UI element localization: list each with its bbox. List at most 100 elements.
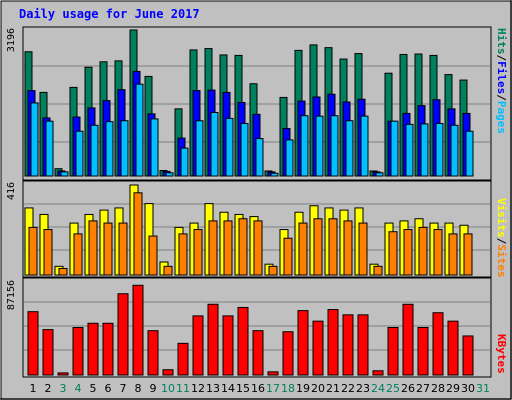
bar-pages-4: [75, 130, 84, 177]
legend-kbytes: KBytes: [495, 334, 508, 374]
day-label-7: 7: [119, 382, 127, 395]
bar-pages-23: [360, 115, 369, 177]
legend-files: Files: [495, 61, 508, 95]
day-label-17: 17: [266, 382, 280, 395]
bar-sites-23: [358, 222, 368, 276]
day-label-21: 21: [326, 382, 340, 395]
bar-kbytes-28: [432, 312, 444, 376]
bar-pages-22: [345, 120, 354, 177]
bar-kbytes-14: [222, 315, 234, 376]
bar-kbytes-10: [162, 369, 174, 376]
bar-kbytes-9: [147, 330, 159, 376]
chart-bars: [24, 29, 474, 376]
legend-hits: Hits: [495, 28, 508, 55]
bar-pages-20: [315, 115, 324, 177]
bar-pages-8: [135, 83, 144, 177]
bar-sites-7: [118, 222, 128, 276]
bar-kbytes-22: [342, 314, 354, 376]
y-max-label-visits: 416: [6, 182, 17, 201]
bar-kbytes-19: [297, 310, 309, 376]
bar-pages-26: [405, 123, 414, 177]
bar-pages-24: [375, 172, 384, 177]
bar-pages-7: [120, 120, 129, 177]
day-label-4: 4: [74, 382, 82, 395]
bar-sites-9: [148, 235, 158, 276]
bar-sites-20: [313, 218, 323, 276]
bar-pages-5: [90, 124, 99, 177]
day-label-23: 23: [356, 382, 370, 395]
bar-kbytes-23: [357, 314, 369, 376]
day-label-28: 28: [431, 382, 445, 395]
bar-pages-17: [270, 172, 279, 177]
bar-sites-25: [388, 231, 398, 276]
bar-sites-16: [253, 220, 263, 276]
bar-kbytes-27: [417, 326, 429, 376]
day-label-18: 18: [281, 382, 295, 395]
bar-kbytes-3: [57, 372, 69, 376]
bar-pages-27: [420, 123, 429, 177]
bar-pages-12: [195, 120, 204, 177]
bar-kbytes-1: [27, 311, 39, 376]
bar-kbytes-7: [117, 293, 129, 376]
day-label-1: 1: [29, 382, 37, 395]
day-label-3: 3: [59, 382, 67, 395]
bar-kbytes-6: [102, 322, 114, 376]
bar-sites-3: [58, 268, 68, 276]
bar-sites-2: [43, 229, 53, 276]
bar-sites-27: [418, 226, 428, 276]
bar-kbytes-4: [72, 326, 84, 376]
bar-kbytes-20: [312, 320, 324, 376]
bar-sites-24: [373, 265, 383, 276]
day-label-8: 8: [134, 382, 142, 395]
bar-sites-8: [133, 192, 143, 276]
bar-sites-19: [298, 222, 308, 276]
bar-sites-6: [103, 222, 113, 276]
bar-kbytes-8: [132, 284, 144, 376]
bar-pages-9: [150, 118, 159, 177]
bar-pages-3: [60, 171, 69, 177]
day-label-30: 30: [461, 382, 475, 395]
day-label-22: 22: [341, 382, 355, 395]
bar-pages-6: [105, 121, 114, 177]
bar-pages-28: [435, 122, 444, 177]
day-label-15: 15: [236, 382, 250, 395]
bar-pages-19: [300, 115, 309, 177]
bar-sites-22: [343, 220, 353, 276]
bar-kbytes-11: [177, 342, 189, 376]
bar-kbytes-30: [462, 335, 474, 376]
bar-kbytes-5: [87, 322, 99, 376]
day-label-11: 11: [176, 382, 190, 395]
bar-sites-13: [208, 220, 218, 276]
bar-kbytes-26: [402, 303, 414, 376]
day-label-31: 31: [476, 382, 490, 395]
bar-pages-16: [255, 138, 264, 177]
bar-kbytes-21: [327, 309, 339, 376]
day-label-20: 20: [311, 382, 325, 395]
day-label-12: 12: [191, 382, 205, 395]
bar-sites-1: [28, 226, 38, 276]
bar-kbytes-17: [267, 371, 279, 376]
legend-pages: Pages: [495, 100, 508, 134]
bar-sites-21: [328, 218, 338, 276]
bar-kbytes-13: [207, 303, 219, 376]
day-label-13: 13: [206, 382, 220, 395]
bar-sites-11: [178, 233, 188, 276]
day-label-25: 25: [386, 382, 400, 395]
bar-pages-13: [210, 112, 219, 177]
bar-sites-18: [283, 237, 293, 276]
bar-pages-1: [30, 102, 39, 177]
day-label-9: 9: [149, 382, 157, 395]
bar-pages-11: [180, 147, 189, 177]
bar-kbytes-12: [192, 315, 204, 376]
bar-pages-29: [450, 124, 459, 177]
legend-hits-files-pages: Hits/Files/Pages: [495, 28, 508, 134]
y-max-label-hits: 3196: [6, 28, 17, 53]
bar-sites-14: [223, 220, 233, 276]
bar-sites-29: [448, 233, 458, 276]
bar-sites-5: [88, 220, 98, 276]
bar-sites-15: [238, 218, 248, 276]
bar-sites-30: [463, 233, 473, 276]
day-label-10: 10: [161, 382, 175, 395]
bar-sites-17: [268, 265, 278, 276]
